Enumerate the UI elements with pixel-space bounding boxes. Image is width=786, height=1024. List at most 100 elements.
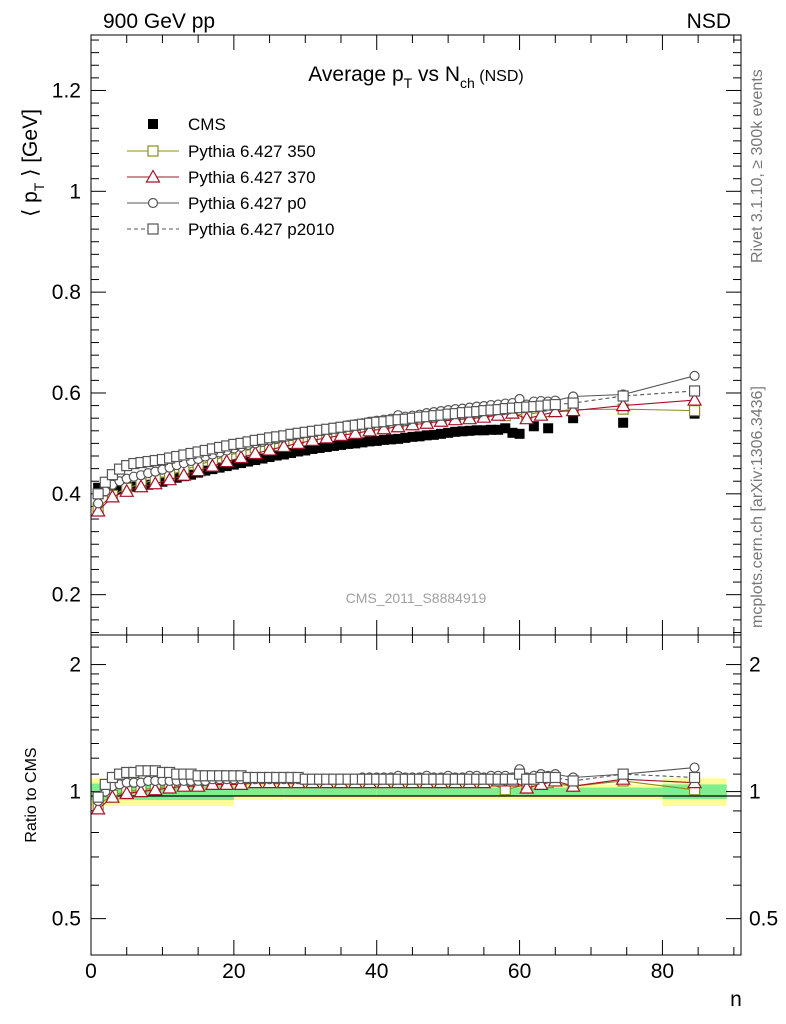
data-point [350, 438, 361, 449]
mcplots-note: mcplots.cern.ch [arXiv:1306.3436] [749, 386, 766, 628]
ylabel-sub: T [31, 182, 47, 191]
data-point [328, 440, 339, 451]
data-point [133, 479, 149, 493]
ratio-point [119, 785, 135, 800]
main-title: Average pT vs Nch (NSD) [308, 63, 523, 91]
title-sub-t: T [404, 75, 413, 91]
legend-marker [145, 169, 161, 183]
data-point [286, 447, 296, 458]
ylabel-close: ⟩ [GeV] [19, 109, 42, 183]
ratio-xtick-label: 0 [85, 960, 97, 983]
data-point [568, 413, 579, 424]
legend-label: Pythia 6.427 350 [188, 142, 316, 161]
band-green [519, 787, 663, 796]
ratio-xtick-label: 40 [365, 960, 388, 983]
data-point [618, 417, 629, 428]
ratio-ytick-label-right: 1 [749, 781, 761, 804]
data-point [514, 428, 525, 439]
band-green [376, 787, 520, 796]
ratio-ytick-label-right: 0.5 [749, 908, 778, 931]
ratio-axis-ticks: 0.5 0.51 12 20 20 40 60 80 [52, 635, 778, 983]
data-point [443, 427, 454, 438]
main-ytick-label: 0.2 [52, 584, 81, 607]
ratio-xtick-label: 80 [651, 960, 674, 983]
data-point [565, 402, 581, 417]
data-point [336, 439, 346, 450]
main-axis-ticks: 0.2 0.4 0.6 0.8 1 1.2 [52, 35, 741, 635]
data-point [464, 425, 475, 436]
data-point [528, 421, 539, 432]
legend: CMS Pythia 6.427 350 Pythia 6.427 370 Pythi… [127, 115, 335, 239]
main-ylabel: ⟨ pT ⟩ [GeV] [19, 109, 47, 217]
data-point [688, 405, 701, 417]
data-point [90, 503, 106, 517]
data-point [314, 442, 325, 453]
data-point [428, 429, 439, 440]
data-point [147, 476, 163, 490]
data-point [543, 423, 554, 434]
data-point [119, 483, 135, 497]
main-ytick-label: 0.6 [52, 382, 81, 405]
data-point [547, 403, 563, 418]
data-point [486, 424, 496, 435]
data-point [478, 425, 489, 436]
data-point [615, 397, 631, 412]
data-point [457, 426, 468, 437]
main-ytick-label: 0.4 [52, 483, 82, 506]
data-point [333, 427, 349, 441]
ratio-point [162, 780, 178, 794]
data-point [290, 435, 306, 450]
data-point [243, 456, 254, 467]
data-point [407, 431, 418, 442]
ratio-point [147, 782, 163, 796]
ratio-xlabel: n [730, 988, 742, 1011]
data-point [376, 421, 392, 435]
data-point [99, 476, 111, 488]
ratio-xtick-label: 60 [508, 960, 531, 983]
legend-marker [147, 197, 159, 209]
title-part-1: Average p [308, 63, 403, 86]
header-left: 900 GeV pp [103, 10, 215, 33]
data-point [471, 425, 482, 436]
ratio-point [567, 775, 579, 787]
data-point [233, 449, 249, 464]
data-point [689, 370, 700, 381]
data-point [519, 410, 535, 425]
data-point [507, 427, 518, 438]
legend-label: Pythia 6.427 p0 [188, 194, 306, 213]
data-point [414, 431, 425, 442]
ratio-ylabel: Ratio to CMS [23, 747, 40, 842]
data-point [347, 425, 363, 439]
data-point [186, 469, 196, 480]
ratio-ytick-label-right: 2 [749, 654, 761, 677]
ratio-series-layer [90, 762, 703, 815]
analysis-watermark: CMS_2011_S8884919 [346, 590, 487, 606]
data-point [190, 462, 206, 477]
legend-label: Pythia 6.427 370 [188, 168, 316, 187]
data-point [493, 424, 504, 435]
data-point [450, 426, 461, 437]
data-point [204, 458, 220, 472]
data-point [436, 428, 446, 439]
data-point [276, 438, 292, 453]
data-point [214, 462, 225, 473]
header-right: NSD [687, 10, 731, 33]
band-green [283, 787, 377, 796]
title-part-3: (NSD) [475, 68, 524, 85]
title-sub-ch: ch [460, 75, 475, 91]
data-point [128, 481, 139, 492]
data-point [617, 390, 629, 402]
main-ytick-label: 1 [69, 180, 81, 203]
data-point [104, 489, 120, 503]
ratio-point [519, 780, 535, 794]
legend-label: CMS [188, 115, 226, 134]
data-point [92, 488, 104, 500]
data-point [400, 432, 411, 443]
data-point [321, 441, 332, 452]
data-point [219, 453, 235, 468]
data-point [688, 385, 701, 397]
band-green [233, 787, 284, 797]
ratio-point [549, 771, 561, 784]
data-point [386, 434, 396, 445]
